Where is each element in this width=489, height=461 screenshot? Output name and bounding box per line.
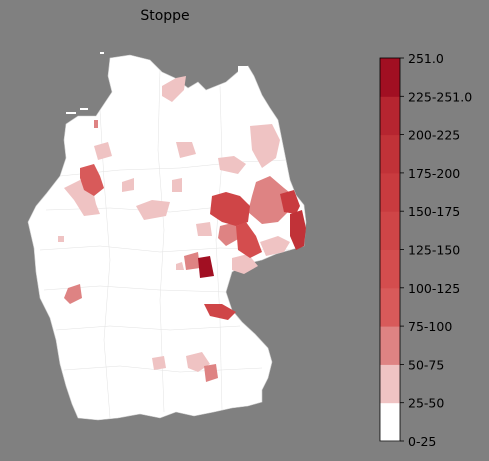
colorbar-bin-150-175 [380, 172, 400, 212]
district-100-150 [210, 192, 250, 226]
islands [66, 52, 248, 114]
colorbar-tick-label: 50-75 [408, 357, 444, 372]
district-25-50 [58, 236, 64, 242]
district-50-75 [64, 284, 82, 304]
colorbar-bin-175-200 [380, 134, 400, 174]
colorbar-bin-0-25 [380, 402, 400, 442]
district-100-150 [204, 304, 236, 320]
germany-choropleth-map [27, 52, 307, 421]
colorbar-tick-label: 75-100 [408, 319, 452, 334]
colorbar-tick-label: 25-50 [408, 396, 444, 411]
district-25-50 [186, 352, 210, 372]
colorbar-bin-25-50 [380, 364, 400, 404]
district-25-50 [94, 142, 112, 160]
district-50-75 [204, 364, 218, 382]
district-25-50 [218, 156, 246, 174]
colorbar-tick-label: 100-125 [408, 281, 460, 296]
district-50-75 [94, 120, 98, 128]
district-25-50 [260, 236, 290, 256]
colorbar-bin-50-75 [380, 326, 400, 365]
colorbar-tick-label: 175-200 [408, 166, 460, 181]
colorbar-bin-200-225 [380, 96, 400, 136]
district-25-50 [176, 142, 196, 158]
district-25-50 [250, 124, 280, 168]
district-100-150 [236, 222, 262, 258]
district-25-50 [196, 222, 212, 236]
district-50-75 [218, 222, 240, 246]
colorbar-bins [380, 58, 400, 442]
colorbar-bin-125-150 [380, 211, 400, 250]
colorbar-tick-label: 200-225 [408, 128, 460, 143]
colorbar-tick-label: 0-25 [408, 434, 436, 449]
colorbar-ticks [400, 57, 404, 442]
colorbar-bin-225-251.0 [380, 58, 400, 97]
district-50-75 [248, 176, 294, 224]
district-25-50 [136, 200, 170, 220]
colorbar-tick-label: 225-251.0 [408, 89, 472, 104]
map-title: Stoppe [140, 8, 190, 24]
district-75-100 [80, 164, 104, 196]
district-25-50 [172, 178, 182, 192]
district-225-251 [198, 256, 214, 278]
colorbar-tick-label: 150-175 [408, 204, 460, 219]
district-25-50 [162, 76, 186, 102]
colorbar-bin-75-100 [380, 287, 400, 327]
district-25-50 [176, 262, 184, 270]
colorbar-bin-100-125 [380, 249, 400, 289]
colorbar-max-label: 251.0 [408, 51, 444, 66]
highlighted-districts [58, 76, 306, 382]
district-25-50 [122, 178, 134, 192]
district-150-200 [290, 210, 306, 250]
district-25-50 [232, 254, 258, 274]
district-25-50 [152, 356, 166, 370]
district-150-200 [280, 190, 300, 214]
colorbar-tick-label: 125-150 [408, 243, 460, 258]
district-50-75 [184, 252, 200, 270]
